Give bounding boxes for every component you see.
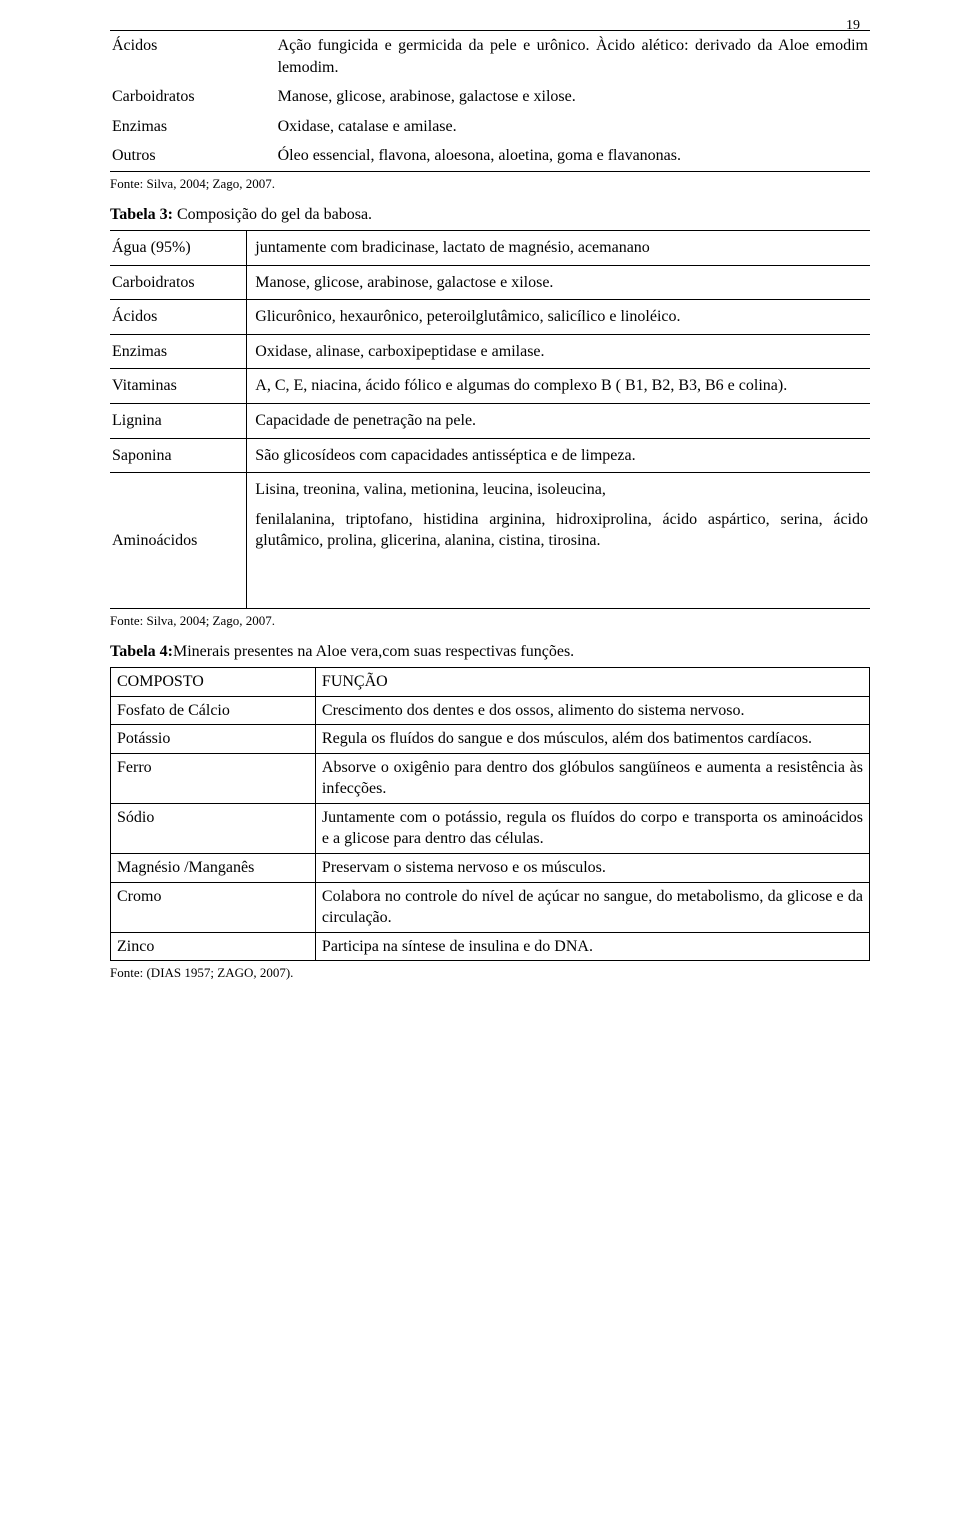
table-row: Carboidratos Manose, glicose, arabinose,… (110, 265, 870, 300)
table-4-title: Tabela 4:Minerais presentes na Aloe vera… (110, 643, 870, 661)
table-row: Zinco Participa na síntese de insulina e… (111, 932, 870, 961)
t4-value: Absorve o oxigênio para dentro dos glóbu… (315, 753, 869, 803)
t4-value: Colabora no controle do nível de açúcar … (315, 882, 869, 932)
table-3-title: Tabela 3: Composição do gel da babosa. (110, 206, 870, 224)
table-row: Enzimas Oxidase, alinase, carboxipeptida… (110, 334, 870, 369)
table-3-title-bold: Tabela 3: (110, 206, 173, 223)
t1-label: Enzimas (110, 112, 270, 142)
table-3-source: Fonte: Silva, 2004; Zago, 2007. (110, 613, 870, 629)
table-row: Saponina São glicosídeos com capacidades… (110, 438, 870, 473)
t3-label: Carboidratos (110, 265, 247, 300)
t4-value: Participa na síntese de insulina e do DN… (315, 932, 869, 961)
t4-label: Cromo (111, 882, 316, 932)
table-1: Ácidos Ação fungicida e germicida da pel… (110, 30, 870, 172)
t4-label: Zinco (111, 932, 316, 961)
t3-label: Aminoácidos (110, 473, 247, 609)
t1-label: Ácidos (110, 31, 270, 83)
table-row: Ácidos Ação fungicida e germicida da pel… (110, 31, 870, 83)
spacer (255, 552, 868, 602)
t3-value: Manose, glicose, arabinose, galactose e … (247, 265, 870, 300)
table-4: COMPOSTO FUNÇÃO Fosfato de Cálcio Cresci… (110, 667, 870, 962)
t3-value: Capacidade de penetração na pele. (247, 403, 870, 438)
t3-label: Enzimas (110, 334, 247, 369)
t1-label: Carboidratos (110, 82, 270, 112)
t4-value: Preservam o sistema nervoso e os músculo… (315, 854, 869, 883)
t3-value: juntamente com bradicinase, lactato de m… (247, 230, 870, 265)
table-row: Água (95%) juntamente com bradicinase, l… (110, 230, 870, 265)
t4-header-col1: COMPOSTO (111, 667, 316, 696)
t3-label: Lignina (110, 403, 247, 438)
table-row: Magnésio /Manganês Preservam o sistema n… (111, 854, 870, 883)
document-page: 19 Ácidos Ação fungicida e germicida da … (0, 0, 960, 1522)
t1-value: Ação fungicida e germicida da pele e urô… (270, 31, 870, 83)
table-row: Lignina Capacidade de penetração na pele… (110, 403, 870, 438)
t3-amino-line1: Lisina, treonina, valina, metionina, leu… (255, 479, 868, 501)
table-4-title-bold: Tabela 4: (110, 643, 173, 660)
t3-value: A, C, E, niacina, ácido fólico e algumas… (247, 369, 870, 404)
table-3-title-rest: Composição do gel da babosa. (173, 206, 372, 223)
table-row: Ácidos Glicurônico, hexaurônico, peteroi… (110, 300, 870, 335)
t3-label: Ácidos (110, 300, 247, 335)
t3-amino-line2: fenilalanina, triptofano, histidina argi… (255, 509, 868, 552)
t3-label: Vitaminas (110, 369, 247, 404)
t4-label: Ferro (111, 753, 316, 803)
table-row: Aminoácidos Lisina, treonina, valina, me… (110, 473, 870, 609)
table-1-source: Fonte: Silva, 2004; Zago, 2007. (110, 176, 870, 192)
table-row: Ferro Absorve o oxigênio para dentro dos… (111, 753, 870, 803)
t4-label: Magnésio /Manganês (111, 854, 316, 883)
t4-label: Sódio (111, 803, 316, 853)
t3-label: Saponina (110, 438, 247, 473)
table-row: Carboidratos Manose, glicose, arabinose,… (110, 82, 870, 112)
t3-label: Água (95%) (110, 230, 247, 265)
table-row: Outros Óleo essencial, flavona, aloesona… (110, 141, 870, 171)
t4-value: Crescimento dos dentes e dos ossos, alim… (315, 696, 869, 725)
table-row: Sódio Juntamente com o potássio, regula … (111, 803, 870, 853)
t3-value: São glicosídeos com capacidades antissép… (247, 438, 870, 473)
table-3: Água (95%) juntamente com bradicinase, l… (110, 230, 870, 609)
page-number: 19 (846, 18, 860, 34)
t4-label: Potássio (111, 725, 316, 754)
t4-label: Fosfato de Cálcio (111, 696, 316, 725)
t4-header-col2: FUNÇÃO (315, 667, 869, 696)
table-row: Enzimas Oxidase, catalase e amilase. (110, 112, 870, 142)
t1-label: Outros (110, 141, 270, 171)
t4-value: Regula os fluídos do sangue e dos múscul… (315, 725, 869, 754)
t3-value: Glicurônico, hexaurônico, peteroilglutâm… (247, 300, 870, 335)
t3-value: Lisina, treonina, valina, metionina, leu… (247, 473, 870, 609)
table-row: Vitaminas A, C, E, niacina, ácido fólico… (110, 369, 870, 404)
table-row: Fosfato de Cálcio Crescimento dos dentes… (111, 696, 870, 725)
t1-value: Manose, glicose, arabinose, galactose e … (270, 82, 870, 112)
t4-value: Juntamente com o potássio, regula os flu… (315, 803, 869, 853)
t3-value: Oxidase, alinase, carboxipeptidase e ami… (247, 334, 870, 369)
table-row: COMPOSTO FUNÇÃO (111, 667, 870, 696)
table-4-source: Fonte: (DIAS 1957; ZAGO, 2007). (110, 965, 870, 981)
t1-value: Óleo essencial, flavona, aloesona, aloet… (270, 141, 870, 171)
table-4-title-rest: Minerais presentes na Aloe vera,com suas… (173, 643, 574, 660)
table-row: Potássio Regula os fluídos do sangue e d… (111, 725, 870, 754)
table-row: Cromo Colabora no controle do nível de a… (111, 882, 870, 932)
t1-value: Oxidase, catalase e amilase. (270, 112, 870, 142)
